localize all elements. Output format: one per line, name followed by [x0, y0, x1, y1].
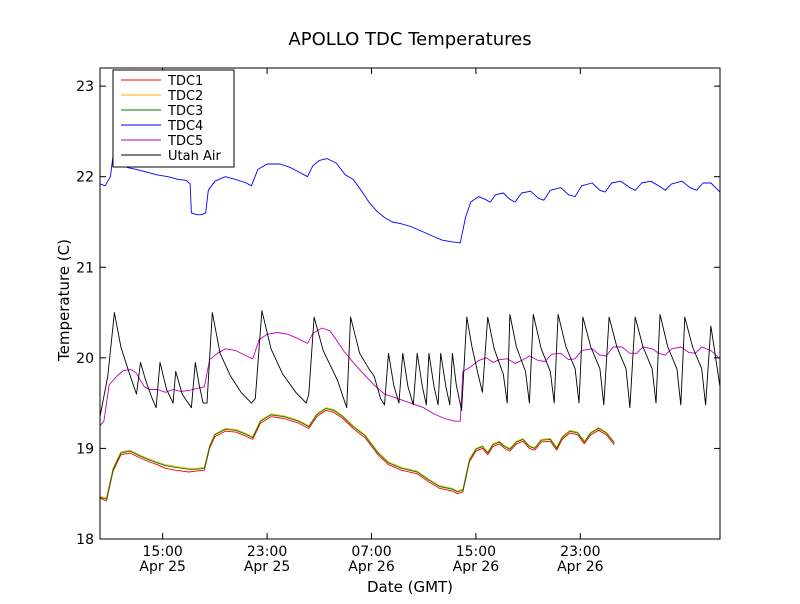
y-tick-label: 20	[76, 351, 94, 367]
series-line-tdc3	[99, 408, 615, 500]
x-tick-label-date: Apr 25	[244, 559, 290, 575]
x-tick-label-time: 23:00	[560, 544, 600, 560]
y-tick-label: 21	[76, 260, 94, 276]
plot-frame	[99, 67, 721, 540]
x-tick-label-date: Apr 26	[348, 559, 395, 575]
chart-title: APOLLO TDC Temperatures	[288, 29, 531, 50]
series-line-tdc4	[99, 144, 721, 244]
legend-box	[112, 69, 235, 168]
series-line-tdc1	[99, 409, 615, 502]
series-line-tdc5	[99, 327, 721, 427]
x-tick-label-time: 15:00	[142, 544, 182, 560]
x-tick-label-date: Apr 26	[557, 559, 604, 575]
plot-layer	[99, 144, 721, 502]
series-line-utah-air	[99, 310, 721, 417]
y-tick-label: 19	[76, 441, 94, 457]
y-axis-label: Temperature (C)	[55, 239, 73, 362]
x-axis-label: Date (GMT)	[367, 578, 453, 596]
legend-label: TDC1	[167, 74, 203, 89]
x-tick-label-time: 15:00	[456, 544, 496, 560]
legend-label: TDC3	[167, 104, 203, 119]
x-tick-label-date: Apr 25	[139, 559, 185, 575]
legend-label: TDC5	[167, 134, 203, 149]
x-tick-label-date: Apr 26	[453, 559, 500, 575]
x-tick-label-time: 23:00	[247, 544, 287, 560]
y-tick-label: 23	[76, 79, 94, 95]
y-tick-label: 18	[76, 532, 94, 548]
series-line-tdc2	[99, 407, 615, 499]
legend-label: TDC4	[167, 119, 203, 134]
legend-label: TDC2	[167, 89, 203, 104]
y-tick-label: 22	[76, 170, 94, 186]
x-tick-label-time: 07:00	[351, 544, 391, 560]
legend-label: Utah Air	[168, 149, 221, 164]
